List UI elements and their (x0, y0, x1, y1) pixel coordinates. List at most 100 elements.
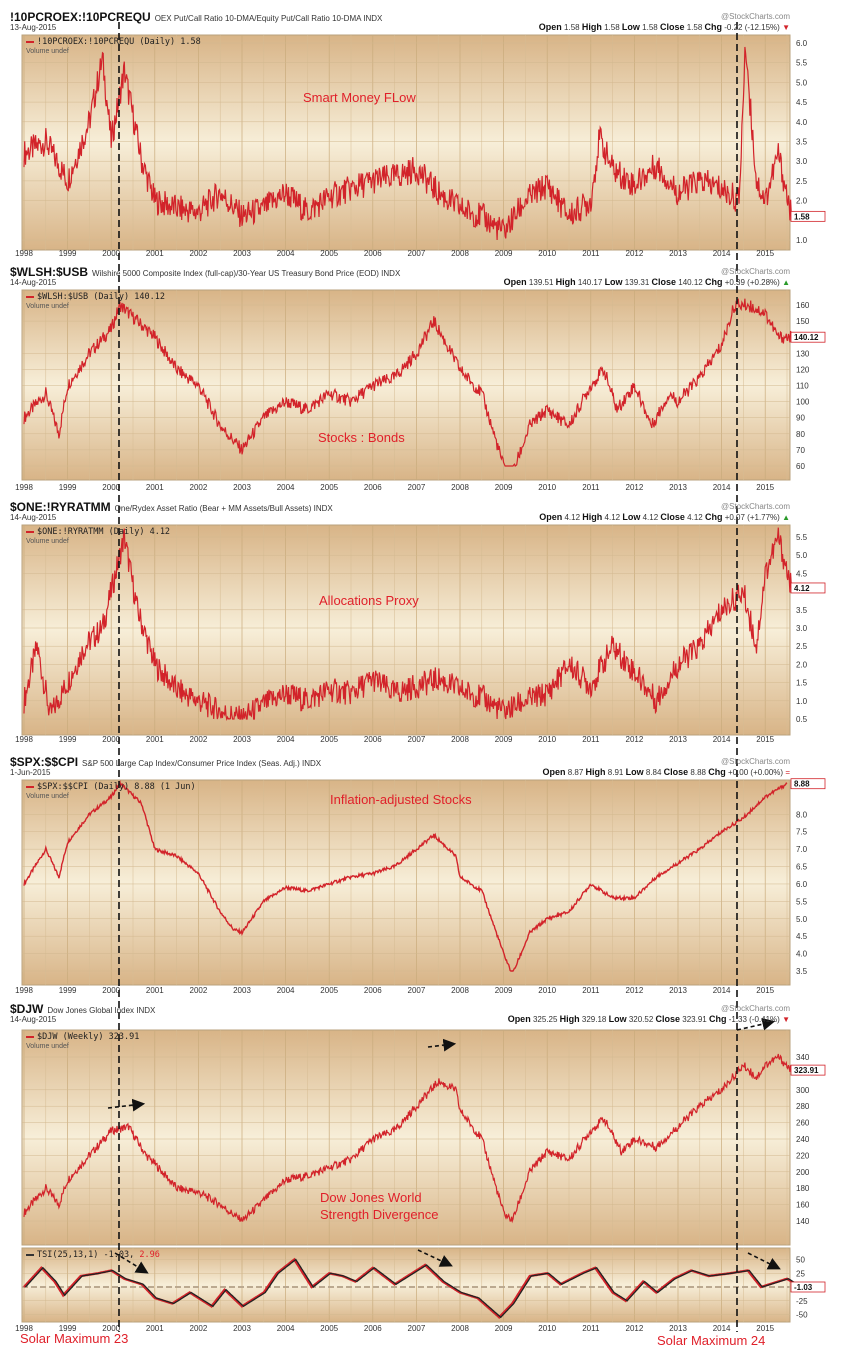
x-tick-label: 2009 (495, 483, 513, 492)
symbol: $ONE:!RYRATMM (10, 500, 111, 514)
x-tick-label: 2004 (277, 986, 295, 995)
series-legend: !10PCROEX:!10PCREQU (Daily) 1.58 (26, 37, 201, 47)
y-tick-label: 80 (796, 430, 805, 439)
low-label: Low (622, 512, 641, 522)
close-label: Close (655, 1014, 681, 1024)
divergence-arrow-icon (114, 1252, 149, 1274)
symbol: !10PCROEX:!10PCREQU (10, 10, 151, 24)
y-tick-label: 340 (796, 1053, 810, 1062)
y-tick-label: 240 (796, 1135, 810, 1144)
x-tick-label: 2014 (713, 735, 731, 744)
annotation-stocks-bonds: Stocks : Bonds (318, 430, 405, 445)
symbol: $WLSH:$USB (10, 265, 89, 279)
x-tick-label: 1998 (15, 249, 33, 258)
x-tick-label: 2000 (102, 735, 120, 744)
y-tick-label: 4.0 (796, 118, 808, 127)
y-tick-label: 5.5 (796, 897, 808, 906)
high-value: 8.91 (607, 768, 624, 777)
y-tick-label: 3.5 (796, 967, 808, 976)
x-tick-label: 2010 (538, 735, 556, 744)
last-value-label: 1.58 (794, 212, 810, 221)
x-tick-label: 2006 (364, 986, 382, 995)
y-tick-label: 90 (796, 414, 805, 423)
x-tick-label: 2012 (626, 986, 644, 995)
open-label: Open (542, 767, 566, 777)
x-tick-label: 2007 (408, 1324, 426, 1333)
annotation-allocations: Allocations Proxy (319, 593, 419, 608)
date-label: 13-Aug-2015 (10, 23, 57, 32)
y-tick-label: 25 (796, 1269, 805, 1278)
volume-legend: Volume undef (26, 538, 69, 545)
low-label: Low (625, 767, 644, 777)
divergence-arrow-icon (417, 1249, 453, 1267)
x-tick-label: 2012 (626, 249, 644, 258)
close-value: 323.91 (682, 1015, 707, 1024)
last-value-label: 140.12 (794, 333, 819, 342)
annotation-inflation-adjusted: Inflation-adjusted Stocks (330, 792, 472, 807)
legend-text: $DJW (Weekly) 323.91 (37, 1032, 140, 1042)
legend-swatch (26, 40, 34, 43)
low-value: 139.31 (624, 278, 650, 287)
x-tick-label: 2013 (669, 735, 687, 744)
open-value: 325.25 (532, 1015, 558, 1024)
x-tick-label: 2009 (495, 1324, 513, 1333)
x-tick-label: 2010 (538, 483, 556, 492)
chg-direction-icon: ▼ (782, 1015, 790, 1024)
chg-value: -1.33 (-0.41%) (728, 1015, 780, 1024)
chg-label: Chg (704, 277, 723, 287)
high-label: High (582, 512, 603, 522)
chg-direction-icon: = (785, 768, 790, 777)
x-tick-label: 2008 (451, 249, 469, 258)
volume-legend: Volume undef (26, 793, 69, 800)
plot-area (21, 1029, 791, 1246)
x-tick-label: 2015 (756, 986, 774, 995)
open-value: 139.51 (528, 278, 554, 287)
y-tick-label: 220 (796, 1151, 810, 1160)
x-tick-label: 2012 (626, 735, 644, 744)
high-label: High (555, 277, 576, 287)
chg-label: Chg (704, 512, 723, 522)
x-tick-label: 2001 (146, 986, 164, 995)
tsi-legend-text: TSI(25,13,1) -1.03, (37, 1250, 135, 1260)
series-legend: $ONE:!RYRATMM (Daily) 4.12 (26, 527, 170, 537)
x-tick-label: 2000 (102, 986, 120, 995)
x-tick-label: 1999 (59, 483, 77, 492)
chg-value: +0.39 (+0.28%) (724, 278, 780, 287)
x-tick-label: 2003 (233, 1324, 251, 1333)
description: One/Rydex Asset Ratio (Bear + MM Assets/… (114, 504, 333, 513)
y-tick-label: 140 (796, 1217, 810, 1226)
watermark: @StockCharts.com (720, 267, 790, 276)
x-tick-label: 2011 (582, 986, 600, 995)
y-tick-label: 2.5 (796, 177, 808, 186)
y-tick-label: 120 (796, 365, 810, 374)
chg-direction-icon: ▲ (782, 278, 790, 287)
plot-area (21, 1247, 791, 1323)
close-value: 1.58 (686, 23, 703, 32)
x-tick-label: 2002 (190, 735, 208, 744)
volume-legend: Volume undef (26, 1043, 69, 1050)
last-value-badge (790, 778, 826, 790)
y-tick-label: 7.5 (796, 828, 808, 837)
x-tick-label: 2009 (495, 249, 513, 258)
x-tick-label: 2007 (408, 249, 426, 258)
chg-direction-icon: ▲ (782, 513, 790, 522)
y-tick-label: 3.0 (796, 624, 808, 633)
high-label: High (559, 1014, 580, 1024)
last-value-badge (790, 1064, 826, 1076)
date-label: 1-Jun-2015 (10, 768, 51, 777)
x-tick-label: 2014 (713, 249, 731, 258)
low-value: 4.12 (642, 513, 659, 522)
x-tick-label: 2006 (364, 249, 382, 258)
x-tick-label: 2002 (190, 986, 208, 995)
x-tick-label: 1998 (15, 735, 33, 744)
x-tick-label: 2005 (320, 986, 338, 995)
tsi-line (25, 1258, 802, 1319)
y-tick-label: 6.0 (796, 880, 808, 889)
high-value: 4.12 (604, 513, 621, 522)
y-tick-label: 6.0 (796, 39, 808, 48)
low-value: 320.52 (628, 1015, 654, 1024)
y-tick-label: 1.0 (796, 697, 808, 706)
plot-area (21, 524, 791, 736)
symbol: $SPX:$$CPI (10, 755, 79, 769)
